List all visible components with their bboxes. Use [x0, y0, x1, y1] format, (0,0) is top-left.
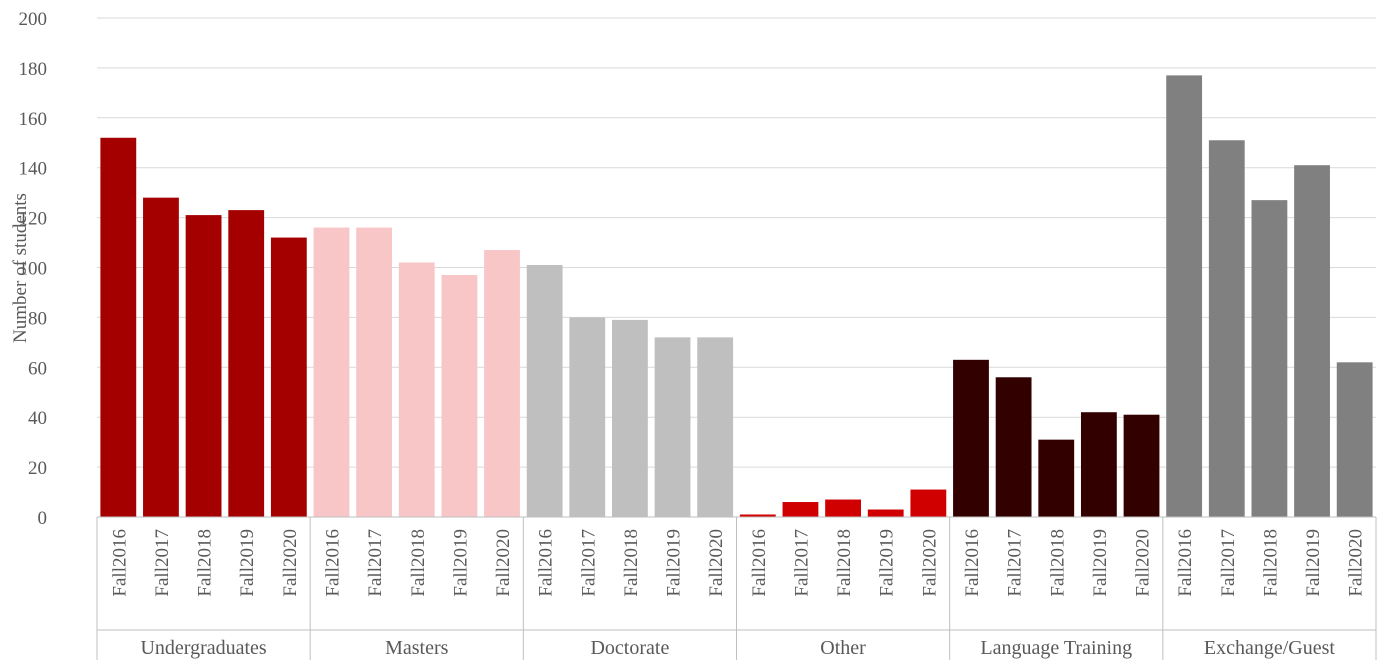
x-tick-label: Fall2017: [1218, 529, 1239, 597]
bar: [995, 377, 1032, 517]
bar: [697, 337, 734, 517]
bar: [1123, 414, 1160, 517]
x-axis: Fall2016 Fall2017 Fall2018 Fall2019 Fall2020…: [96, 516, 1377, 660]
y-tick-label: 100: [19, 259, 48, 280]
x-tick-label: Fall2020: [706, 529, 727, 597]
x-tick-label: Fall2019: [237, 529, 258, 597]
y-tick-label: 160: [19, 109, 48, 130]
x-tick-label: Fall2016: [322, 529, 343, 597]
x-tick-label: Fall2019: [1090, 529, 1111, 597]
bar: [569, 317, 606, 517]
x-tick-label: Fall2020: [919, 529, 940, 597]
y-tick-label: 200: [19, 9, 48, 30]
bar: [1080, 412, 1117, 517]
bar: [1166, 75, 1203, 517]
bar: [484, 250, 520, 517]
bar: [654, 337, 691, 517]
bar: [143, 197, 179, 517]
y-tick-label: 20: [28, 458, 47, 479]
x-tick-label: Fall2019: [1303, 529, 1324, 597]
bar: [739, 514, 776, 517]
bar: [270, 237, 307, 517]
bar: [356, 227, 393, 517]
x-tick-label: Fall2017: [578, 529, 599, 597]
x-tick-label: Fall2017: [365, 529, 386, 597]
y-axis-title: Number of students: [10, 193, 31, 343]
y-axis-ticks: 0 20 40 60 80 100 120 140 160 180 200: [19, 9, 48, 529]
bar: [782, 502, 819, 517]
x-tick-label: Fall2016: [962, 529, 983, 597]
x-tick-label: Fall2018: [621, 529, 642, 597]
bar: [910, 489, 947, 517]
bar: [1336, 362, 1373, 517]
bars: [100, 75, 1373, 518]
bar: [398, 262, 435, 517]
bar: [953, 359, 989, 517]
bar: [1208, 140, 1245, 517]
x-tick-label: Fall2016: [536, 529, 557, 597]
x-tick-label: Fall2018: [834, 529, 855, 597]
x-tick-label: Fall2016: [1175, 529, 1196, 597]
x-tick-label: Fall2016: [749, 529, 770, 597]
y-tick-label: 0: [38, 508, 48, 529]
y-tick-label: 140: [19, 159, 48, 180]
bar: [185, 215, 222, 518]
x-tick-label: Fall2020: [1346, 529, 1367, 597]
group-label: Masters: [385, 637, 449, 659]
bar: [526, 265, 563, 517]
x-tick-label: Fall2017: [1005, 529, 1026, 597]
x-tick-label: Fall2017: [152, 529, 173, 597]
x-tick-label: Fall2019: [450, 529, 471, 597]
x-tick-label: Fall2016: [109, 529, 130, 597]
bar: [1294, 165, 1330, 517]
x-tick-label: Fall2020: [280, 529, 301, 597]
bar: [441, 274, 478, 517]
group-label: Exchange/Guest: [1204, 637, 1336, 659]
y-tick-label: 80: [28, 308, 47, 329]
x-tick-label: Fall2018: [195, 529, 216, 597]
group-label: Language Training: [980, 637, 1132, 659]
x-tick-label: Fall2019: [664, 529, 685, 597]
y-tick-label: 40: [28, 408, 47, 429]
bar: [1251, 200, 1288, 517]
bar: [313, 227, 350, 517]
group-label: Undergraduates: [140, 637, 266, 659]
y-tick-label: 60: [28, 358, 47, 379]
group-label: Other: [820, 637, 866, 659]
y-tick-label: 180: [19, 59, 48, 80]
x-tick-label: Fall2018: [408, 529, 429, 597]
group-label: Doctorate: [590, 637, 669, 659]
x-tick-label: Fall2017: [791, 529, 812, 597]
bar: [867, 509, 904, 517]
x-tick-label: Fall2020: [1133, 529, 1154, 597]
bar: [612, 319, 648, 517]
bar: [228, 210, 265, 518]
bar: [1038, 439, 1075, 517]
x-tick-label: Fall2018: [1047, 529, 1068, 597]
x-tick-label: Fall2019: [877, 529, 898, 597]
y-tick-label: 120: [19, 209, 48, 230]
bar: [825, 499, 861, 517]
bar: [100, 137, 137, 517]
x-tick-label: Fall2020: [493, 529, 514, 597]
x-tick-label: Fall2018: [1260, 529, 1281, 597]
